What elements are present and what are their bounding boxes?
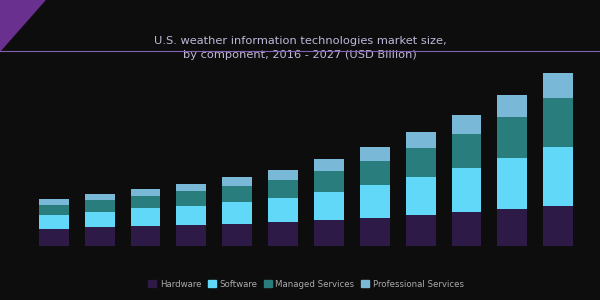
Bar — [360, 185, 389, 218]
Bar — [543, 206, 573, 246]
Bar — [268, 222, 298, 246]
Bar — [39, 229, 69, 246]
Bar — [131, 196, 160, 208]
Bar — [85, 194, 115, 200]
Bar — [497, 95, 527, 117]
Text: U.S. weather information technologies market size,
by component, 2016 - 2027 (US: U.S. weather information technologies ma… — [154, 36, 446, 60]
Bar — [223, 186, 252, 202]
Bar — [360, 218, 389, 246]
Bar — [39, 215, 69, 229]
Bar — [131, 226, 160, 246]
Bar — [268, 169, 298, 180]
Bar — [85, 212, 115, 227]
Bar — [176, 184, 206, 191]
Bar — [314, 192, 344, 220]
Legend: Hardware, Software, Managed Services, Professional Services: Hardware, Software, Managed Services, Pr… — [145, 276, 467, 292]
Bar — [497, 117, 527, 158]
Bar — [176, 225, 206, 246]
Bar — [360, 160, 389, 185]
Bar — [314, 159, 344, 171]
Bar — [223, 224, 252, 246]
Bar — [406, 132, 436, 148]
Bar — [39, 205, 69, 215]
Bar — [268, 180, 298, 198]
Bar — [497, 209, 527, 246]
Bar — [452, 168, 481, 212]
Bar — [314, 171, 344, 192]
Bar — [543, 73, 573, 98]
Bar — [360, 147, 389, 160]
Bar — [268, 198, 298, 222]
Bar — [452, 134, 481, 168]
Bar — [223, 202, 252, 224]
Bar — [497, 158, 527, 209]
Bar — [543, 147, 573, 206]
Bar — [176, 191, 206, 206]
Bar — [406, 215, 436, 246]
Bar — [176, 206, 206, 225]
Bar — [452, 115, 481, 134]
Bar — [406, 177, 436, 215]
Bar — [543, 98, 573, 147]
Bar — [406, 148, 436, 177]
Bar — [452, 212, 481, 246]
Bar — [39, 199, 69, 205]
Bar — [85, 200, 115, 212]
Bar — [314, 220, 344, 246]
Bar — [223, 177, 252, 186]
Bar — [131, 208, 160, 226]
Bar — [85, 227, 115, 246]
Bar — [131, 189, 160, 196]
